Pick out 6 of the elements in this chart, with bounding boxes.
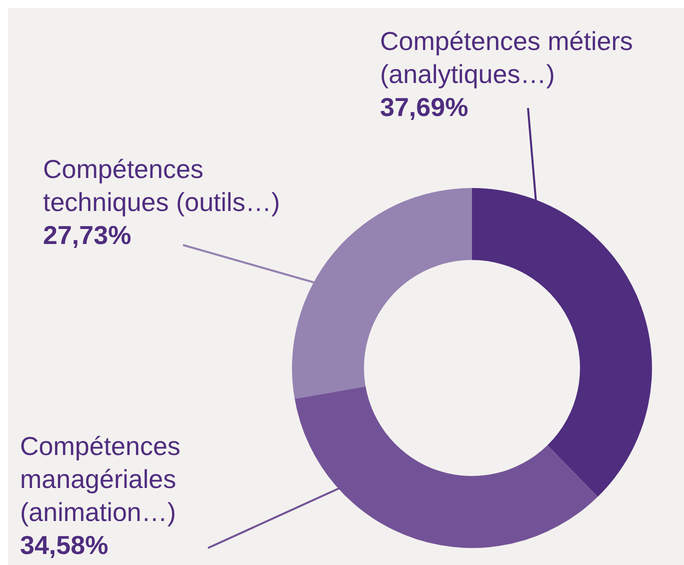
data-label: 37,69% (380, 92, 468, 122)
slice-label: Compétences managériales (animation…) (20, 431, 180, 527)
data-label: 27,73% (43, 220, 132, 250)
slice-label: Compétences techniques (outils…) (43, 154, 280, 217)
data-label: 34,58% (20, 530, 108, 560)
slice-label: Compétences métiers (analytiques…) (380, 26, 633, 89)
